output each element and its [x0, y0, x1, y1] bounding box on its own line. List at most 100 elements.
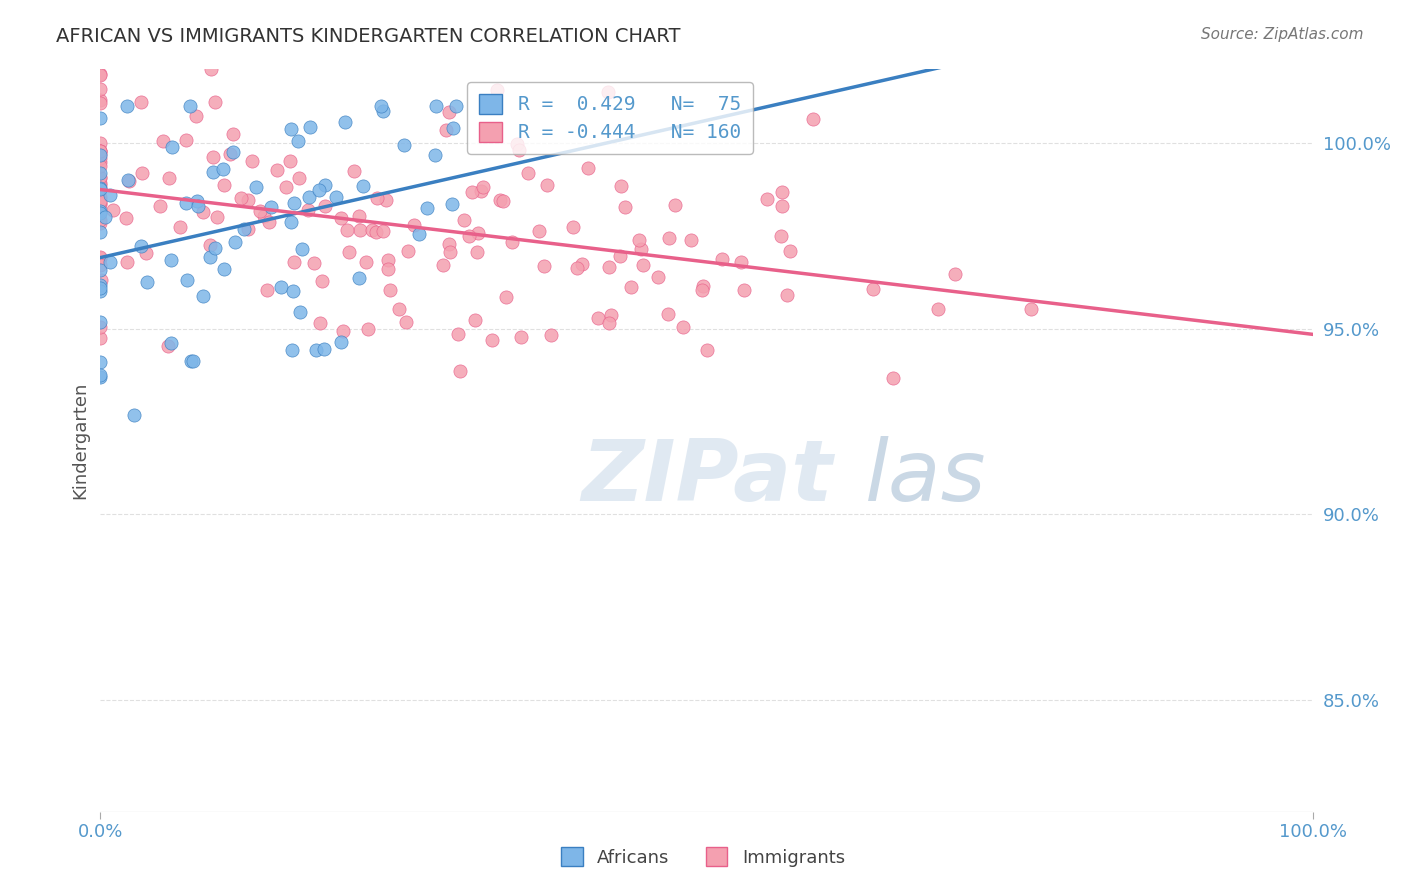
- Point: [89, 206, 111, 220]
- Point: [287, 134, 309, 148]
- Point: [509, 330, 531, 344]
- Point: [449, 364, 471, 378]
- Point: [89, 145, 111, 159]
- Point: [204, 241, 226, 255]
- Point: [278, 153, 301, 168]
- Point: [437, 105, 460, 120]
- Point: [690, 284, 713, 298]
- Point: [434, 123, 457, 137]
- Point: [98, 255, 121, 269]
- Point: [314, 178, 336, 193]
- Point: [485, 83, 508, 97]
- Point: [862, 282, 884, 296]
- Point: [692, 278, 714, 293]
- Point: [696, 343, 718, 357]
- Legend: Africans, Immigrants: Africans, Immigrants: [554, 840, 852, 874]
- Point: [152, 134, 174, 148]
- Point: [517, 166, 540, 180]
- Point: [89, 194, 111, 209]
- Point: [464, 313, 486, 327]
- Point: [89, 315, 111, 329]
- Point: [281, 343, 304, 358]
- Point: [314, 199, 336, 213]
- Point: [89, 148, 111, 162]
- Point: [527, 224, 550, 238]
- Point: [89, 68, 111, 82]
- Point: [453, 213, 475, 227]
- Point: [352, 179, 374, 194]
- Point: [90, 273, 112, 287]
- Point: [89, 178, 111, 192]
- Point: [236, 194, 259, 208]
- Point: [89, 258, 111, 272]
- Point: [495, 290, 517, 304]
- Point: [89, 169, 111, 184]
- Point: [943, 268, 966, 282]
- Point: [536, 178, 558, 193]
- Point: [89, 368, 111, 383]
- Point: [219, 147, 242, 161]
- Point: [770, 199, 793, 213]
- Point: [159, 335, 181, 350]
- Point: [211, 161, 233, 176]
- Point: [89, 204, 111, 219]
- Point: [89, 251, 111, 265]
- Point: [488, 193, 510, 207]
- Point: [335, 114, 357, 128]
- Point: [174, 196, 197, 211]
- Point: [157, 339, 180, 353]
- Point: [253, 210, 276, 224]
- Point: [371, 103, 394, 118]
- Point: [657, 307, 679, 321]
- Point: [492, 194, 515, 208]
- Point: [598, 316, 620, 330]
- Point: [610, 179, 633, 194]
- Point: [184, 109, 207, 123]
- Point: [1019, 301, 1042, 316]
- Point: [596, 86, 619, 100]
- Point: [441, 197, 464, 211]
- Point: [89, 96, 111, 111]
- Point: [471, 179, 494, 194]
- Point: [679, 234, 702, 248]
- Point: [349, 270, 371, 285]
- Point: [458, 229, 481, 244]
- Point: [259, 214, 281, 228]
- Point: [281, 284, 304, 298]
- Point: [298, 120, 321, 134]
- Point: [115, 211, 138, 226]
- Point: [302, 256, 325, 270]
- Point: [118, 174, 141, 188]
- Point: [89, 263, 111, 277]
- Point: [274, 180, 297, 194]
- Point: [157, 171, 180, 186]
- Point: [122, 409, 145, 423]
- Point: [325, 190, 347, 204]
- Point: [481, 333, 503, 347]
- Point: [236, 221, 259, 235]
- Point: [565, 260, 588, 275]
- Point: [631, 258, 654, 272]
- Point: [882, 370, 904, 384]
- Point: [394, 138, 416, 153]
- Point: [470, 184, 492, 198]
- Point: [131, 166, 153, 180]
- Point: [89, 197, 111, 211]
- Point: [89, 370, 111, 384]
- Point: [256, 283, 278, 297]
- Legend: R =  0.429   N=  75, R = -0.444   N= 160: R = 0.429 N= 75, R = -0.444 N= 160: [467, 82, 752, 154]
- Point: [311, 274, 333, 288]
- Point: [202, 150, 225, 164]
- Point: [576, 161, 599, 175]
- Point: [395, 315, 418, 329]
- Point: [242, 153, 264, 168]
- Point: [89, 182, 111, 196]
- Point: [291, 242, 314, 256]
- Point: [467, 226, 489, 240]
- Point: [180, 354, 202, 368]
- Point: [89, 285, 111, 299]
- Point: [586, 311, 609, 326]
- Y-axis label: Kindergarten: Kindergarten: [72, 381, 89, 499]
- Point: [305, 343, 328, 357]
- Point: [280, 215, 302, 229]
